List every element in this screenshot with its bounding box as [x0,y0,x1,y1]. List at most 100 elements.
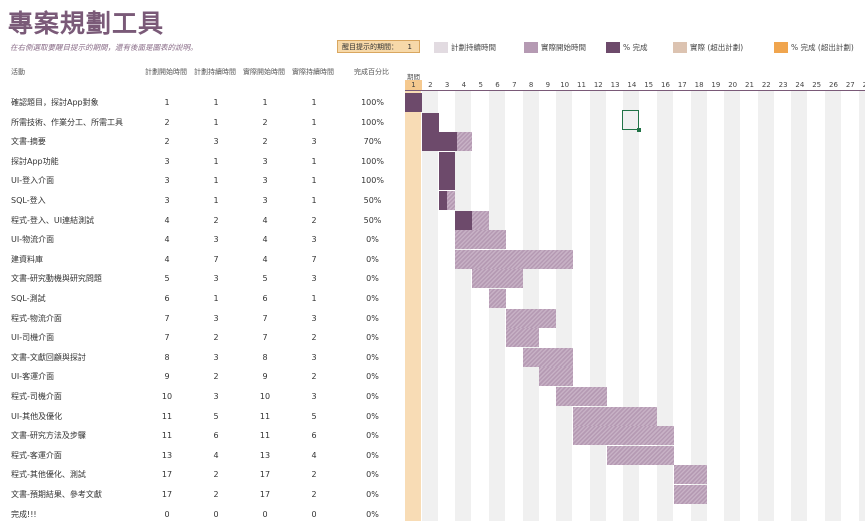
actual-start-cell[interactable]: 2 [262,117,268,127]
task-name[interactable]: UI-司機介面 [11,333,55,343]
percent-cell[interactable]: 0% [366,509,379,519]
table-row[interactable]: 程式-其他優化、測試 17 2 17 2 0% [0,465,405,485]
percent-cell[interactable]: 100% [361,176,384,186]
plan-start-cell[interactable]: 17 [161,490,173,499]
plan-start-cell[interactable]: 2 [164,137,170,147]
plan-duration-cell[interactable]: 6 [213,431,219,441]
table-row[interactable]: 文書-摘要 2 3 2 3 70% [0,132,405,152]
actual-start-cell[interactable]: 13 [259,450,271,460]
actual-duration-cell[interactable]: 1 [311,117,317,127]
gantt-chart[interactable]: 1 2 3 4 5 6 7 8 9 10 11 12 13 14 15 16 17 18 19 20 21 22 23 24 2… [405,80,865,521]
task-name[interactable]: UI-物流介面 [11,235,55,245]
table-row[interactable]: UI-登入介面 3 1 3 1 100% [0,171,405,191]
table-row[interactable]: 建資料庫 4 7 4 7 0% [0,250,405,270]
actual-duration-cell[interactable]: 4 [311,450,317,460]
actual-start-cell[interactable]: 6 [262,294,268,303]
plan-duration-cell[interactable]: 3 [213,313,219,323]
plan-duration-cell[interactable]: 1 [213,196,219,205]
actual-duration-cell[interactable]: 3 [311,313,317,323]
percent-cell[interactable]: 0% [366,294,379,303]
plan-duration-cell[interactable]: 1 [213,156,219,166]
percent-cell[interactable]: 100% [361,156,384,166]
table-row[interactable]: SQL-測試 6 1 6 1 0% [0,289,405,309]
table-row[interactable]: UI-物流介面 4 3 4 3 0% [0,230,405,250]
plan-start-cell[interactable]: 3 [164,196,170,205]
plan-start-cell[interactable]: 4 [164,254,170,264]
task-name[interactable]: 文書-研究方法及步驟 [11,431,86,441]
percent-cell[interactable]: 0% [366,392,379,401]
percent-cell[interactable]: 0% [366,490,379,499]
actual-start-cell[interactable]: 2 [262,137,268,147]
percent-cell[interactable]: 0% [366,372,379,382]
actual-duration-cell[interactable]: 1 [311,98,317,107]
plan-duration-cell[interactable]: 2 [213,333,219,343]
actual-start-cell[interactable]: 17 [259,470,271,480]
task-name[interactable]: 建資料庫 [11,254,43,264]
percent-cell[interactable]: 0% [366,450,379,460]
percent-cell[interactable]: 0% [366,411,379,421]
actual-start-cell[interactable]: 4 [262,254,268,264]
table-row[interactable]: 程式-客運介面 13 4 13 4 0% [0,446,405,466]
plan-start-cell[interactable]: 2 [164,117,170,127]
plan-duration-cell[interactable]: 1 [213,117,219,127]
plan-duration-cell[interactable]: 7 [213,254,219,264]
table-row[interactable]: UI-其他及優化 11 5 11 5 0% [0,407,405,427]
task-name[interactable]: 程式-物流介面 [11,313,62,323]
plan-start-cell[interactable]: 10 [161,392,173,401]
actual-start-cell[interactable]: 7 [262,313,268,323]
table-row[interactable]: 完成!!! 0 0 0 0 0% [0,505,405,521]
actual-start-cell[interactable]: 3 [262,156,268,166]
task-name[interactable]: 程式-客運介面 [11,450,62,460]
table-row[interactable]: 探討App功能 3 1 3 1 100% [0,152,405,172]
actual-duration-cell[interactable]: 1 [311,196,317,205]
actual-duration-cell[interactable]: 2 [311,333,317,343]
actual-start-cell[interactable]: 3 [262,176,268,186]
actual-start-cell[interactable]: 8 [262,352,268,362]
task-name[interactable]: 文書-摘要 [11,137,46,147]
actual-duration-cell[interactable]: 2 [311,215,317,225]
table-row[interactable]: 文書-預期結果、參考文獻 17 2 17 2 0% [0,485,405,505]
actual-duration-cell[interactable]: 0 [311,509,317,519]
actual-start-cell[interactable]: 0 [262,509,268,519]
task-name[interactable]: 文書-文獻回顧與探討 [11,352,86,362]
percent-cell[interactable]: 0% [366,254,379,264]
task-name[interactable]: UI-客運介面 [11,372,55,382]
plan-duration-cell[interactable]: 1 [213,294,219,303]
task-name[interactable]: 文書-研究動機與研究問題 [11,274,102,284]
task-name[interactable]: UI-登入介面 [11,176,55,186]
plan-start-cell[interactable]: 7 [164,333,170,343]
plan-start-cell[interactable]: 0 [164,509,170,519]
table-row[interactable]: UI-客運介面 9 2 9 2 0% [0,367,405,387]
table-row[interactable]: UI-司機介面 7 2 7 2 0% [0,328,405,348]
actual-start-cell[interactable]: 7 [262,333,268,343]
plan-duration-cell[interactable]: 3 [213,235,219,245]
actual-start-cell[interactable]: 1 [262,98,268,107]
table-row[interactable]: SQL-登入 3 1 3 1 50% [0,191,405,211]
percent-cell[interactable]: 0% [366,352,379,362]
table-row[interactable]: 文書-研究方法及步驟 11 6 11 6 0% [0,426,405,446]
task-name[interactable]: 確認題目，探討App對象 [11,98,99,107]
actual-duration-cell[interactable]: 2 [311,372,317,382]
actual-duration-cell[interactable]: 5 [311,411,317,421]
actual-duration-cell[interactable]: 1 [311,294,317,303]
plan-duration-cell[interactable]: 3 [213,274,219,284]
task-name[interactable]: 所需技術、作業分工、所需工具 [11,117,123,127]
task-name[interactable]: 程式-登入、UI連結測試 [11,215,95,225]
plan-duration-cell[interactable]: 3 [213,137,219,147]
percent-cell[interactable]: 0% [366,274,379,284]
actual-duration-cell[interactable]: 3 [311,235,317,245]
plan-duration-cell[interactable]: 1 [213,98,219,107]
task-name[interactable]: 程式-其他優化、測試 [11,470,86,480]
actual-start-cell[interactable]: 5 [262,274,268,284]
plan-start-cell[interactable]: 11 [161,431,173,441]
table-row[interactable]: 文書-文獻回顧與探討 8 3 8 3 0% [0,348,405,368]
task-name[interactable]: UI-其他及優化 [11,411,63,421]
plan-start-cell[interactable]: 13 [161,450,173,460]
task-name[interactable]: 完成!!! [11,509,37,519]
plan-start-cell[interactable]: 17 [161,470,173,480]
percent-cell[interactable]: 100% [361,117,384,127]
task-name[interactable]: 文書-預期結果、參考文獻 [11,490,102,499]
actual-start-cell[interactable]: 4 [262,235,268,245]
actual-duration-cell[interactable]: 1 [311,156,317,166]
plan-start-cell[interactable]: 9 [164,372,170,382]
